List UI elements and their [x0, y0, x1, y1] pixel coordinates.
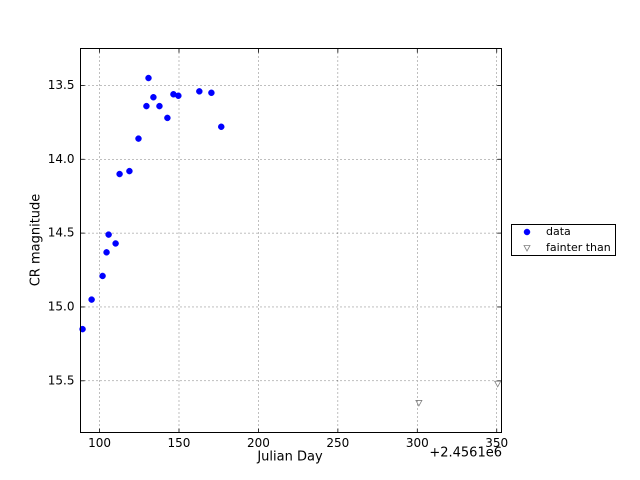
- y-tick-label: 14.5: [48, 226, 75, 240]
- data-point: [135, 135, 142, 142]
- y-tick-label: 14.0: [48, 152, 75, 166]
- data-point: [208, 89, 215, 97]
- data-point: [126, 167, 133, 175]
- data-point: [143, 102, 150, 110]
- data-point: [494, 380, 502, 388]
- x-offset-label: +2.4561e6: [429, 446, 502, 461]
- x-tick-label: 350: [485, 436, 508, 450]
- x-tick-label: 150: [168, 436, 191, 450]
- data-point: [88, 296, 95, 303]
- data-point: [103, 249, 110, 256]
- x-tick-label: 200: [247, 436, 270, 450]
- data-point: [175, 92, 182, 100]
- data-point: [218, 123, 225, 131]
- legend-label: fainter than: [546, 241, 611, 254]
- marker: [523, 228, 531, 236]
- y-axis-label: CR magnitude: [29, 194, 44, 287]
- data-point: [99, 272, 106, 280]
- data-point: [105, 231, 112, 238]
- axes-frame: [80, 48, 502, 433]
- marker: [523, 245, 531, 252]
- legend-label: data: [546, 225, 571, 238]
- data-point: [79, 325, 86, 333]
- data-point: [196, 88, 203, 95]
- data-point: [156, 102, 163, 110]
- y-tick-label: 15.5: [48, 373, 75, 387]
- x-tick-label: 250: [326, 436, 349, 450]
- legend: data fainter than: [523, 225, 611, 254]
- y-tick-label: 13.5: [48, 78, 75, 92]
- data-point: [150, 93, 157, 101]
- x-tick-label: 300: [406, 436, 429, 450]
- plot-area: 100 150 200 250 300 350 13.5 14.0 14.5 15.0 15.5: [48, 48, 508, 450]
- data-point: [116, 170, 123, 178]
- data-point: [164, 114, 171, 122]
- y-tick-label: 15.0: [48, 299, 75, 313]
- data-point: [145, 74, 152, 82]
- x-tick-label: 100: [88, 436, 111, 450]
- x-axis-label: Julian Day: [256, 450, 323, 465]
- data-point: [415, 400, 423, 407]
- data-point: [112, 240, 119, 247]
